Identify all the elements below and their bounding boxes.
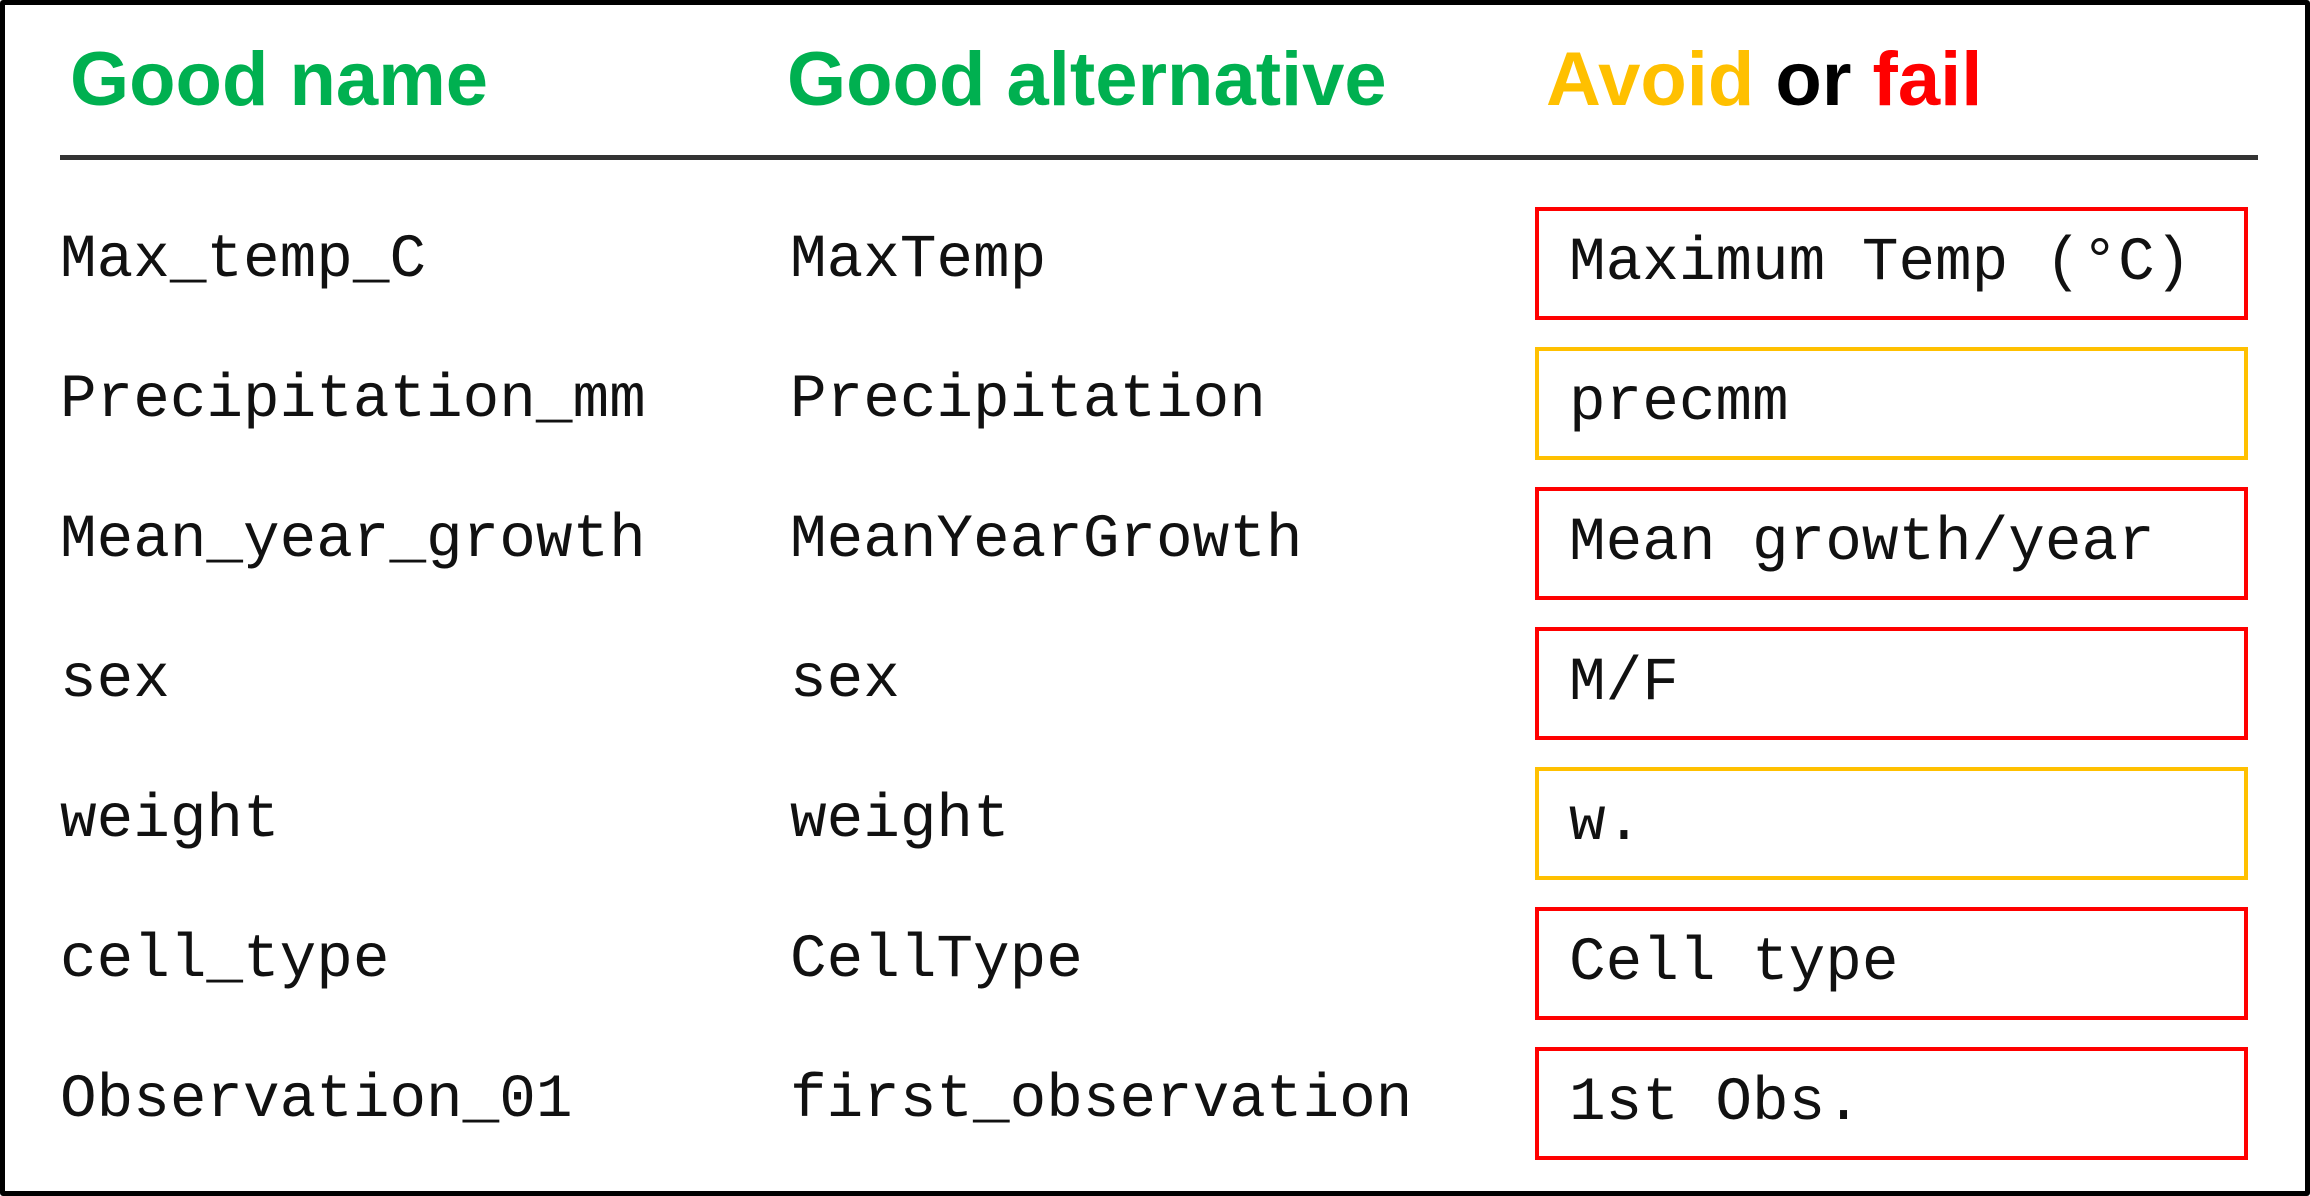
header-rule: [60, 155, 2258, 160]
good-name-cell: Precipitation_mm: [60, 366, 646, 435]
fail-box: Mean growth/year: [1535, 487, 2248, 600]
bad-name-text: w.: [1569, 789, 1643, 858]
table-row: Max_temp_C MaxTemp Maximum Temp (°C): [5, 202, 2310, 320]
bad-name-text: M/F: [1569, 649, 1679, 718]
fail-box: 1st Obs.: [1535, 1047, 2248, 1160]
good-name-cell: Max_temp_C: [60, 226, 427, 295]
good-alternative-cell: Precipitation: [790, 366, 1266, 435]
good-name-cell: weight: [60, 786, 280, 855]
good-alternative-cell: weight: [790, 786, 1010, 855]
fail-box: Cell type: [1535, 907, 2248, 1020]
bad-name-text: precmm: [1569, 369, 1789, 438]
good-alternative-cell: CellType: [790, 926, 1083, 995]
good-alternative-cell: sex: [790, 646, 900, 715]
fail-box: Maximum Temp (°C): [1535, 207, 2248, 320]
header-avoid-or-fail: Avoid or fail: [1546, 35, 1982, 125]
table-row: weight weight w.: [5, 762, 2310, 880]
table-row: cell_type CellType Cell type: [5, 902, 2310, 1020]
bad-name-text: Mean growth/year: [1569, 509, 2155, 578]
header-fail-word: fail: [1872, 37, 1983, 122]
header-good-name: Good name: [70, 37, 489, 122]
table-row: Precipitation_mm Precipitation precmm: [5, 342, 2310, 460]
avoid-box: w.: [1535, 767, 2248, 880]
good-alternative-cell: MeanYearGrowth: [790, 506, 1303, 575]
good-alternative-cell: first_observation: [790, 1066, 1413, 1135]
good-name-cell: cell_type: [60, 926, 390, 995]
bad-name-text: Cell type: [1569, 929, 1899, 998]
good-name-cell: Mean_year_growth: [60, 506, 646, 575]
good-name-cell: Observation_01: [60, 1066, 573, 1135]
header-avoid-word: Avoid: [1546, 37, 1755, 122]
good-name-cell: sex: [60, 646, 170, 715]
fail-box: M/F: [1535, 627, 2248, 740]
table-row: Mean_year_growth MeanYearGrowth Mean gro…: [5, 482, 2310, 600]
bad-name-text: Maximum Temp (°C): [1569, 229, 2192, 298]
avoid-box: precmm: [1535, 347, 2248, 460]
header-or-word: or: [1775, 37, 1852, 122]
good-alternative-cell: MaxTemp: [790, 226, 1047, 295]
bad-name-text: 1st Obs.: [1569, 1069, 1862, 1138]
table-row: sex sex M/F: [5, 622, 2310, 740]
table-row: Observation_01 first_observation 1st Obs…: [5, 1042, 2310, 1160]
header-good-alternative: Good alternative: [787, 37, 1387, 122]
